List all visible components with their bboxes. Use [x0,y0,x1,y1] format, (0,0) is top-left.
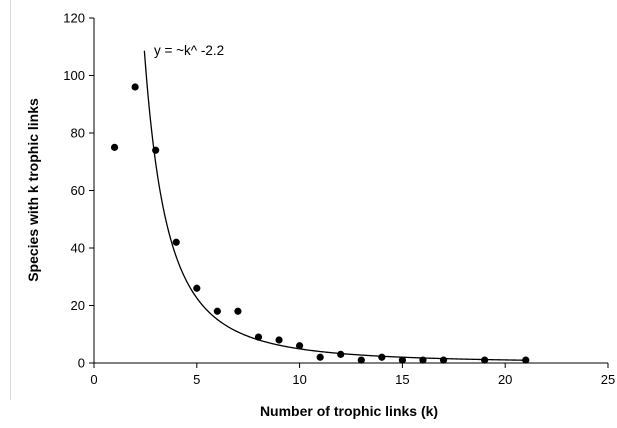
fit-curve [143,50,526,361]
y-tick-label: 80 [71,126,85,141]
data-point [254,333,263,341]
data-point [439,356,448,364]
data-point [357,356,365,364]
x-axis-title: Number of trophic links (k) [260,403,438,419]
data-point [419,356,427,364]
data-point [296,342,304,350]
data-point [275,336,283,344]
y-tick-label: 100 [63,68,85,83]
data-point [110,143,119,151]
data-point [337,350,345,358]
data-point [152,146,160,154]
x-tick-label: 15 [395,372,409,387]
y-tick-label: 60 [71,183,85,198]
data-point [481,356,489,364]
x-tick-label: 10 [292,372,306,387]
y-tick-label: 40 [71,241,85,256]
data-points [110,83,530,364]
y-tick-label: 0 [78,356,85,371]
data-point [316,353,324,361]
left-border [10,0,11,400]
data-point [398,356,406,364]
y-axis-title: Species with k trophic links [25,98,41,282]
data-point [378,353,386,361]
y-axis: 0 20 40 60 80 100 120 [63,11,95,371]
data-point [234,307,242,315]
x-axis: 0 5 10 15 20 25 [90,362,615,387]
y-tick-label: 20 [71,298,85,313]
x-tick-label: 0 [90,372,97,387]
data-point [193,284,201,292]
y-tick-label: 120 [63,11,85,26]
x-tick-label: 20 [498,372,512,387]
x-tick-label: 5 [193,372,200,387]
data-point [172,238,180,246]
data-point [522,356,530,364]
data-point [213,307,221,315]
data-point [131,83,139,91]
fit-equation-label: y = ~k^ -2.2 [154,43,224,58]
x-tick-label: 25 [601,372,615,387]
